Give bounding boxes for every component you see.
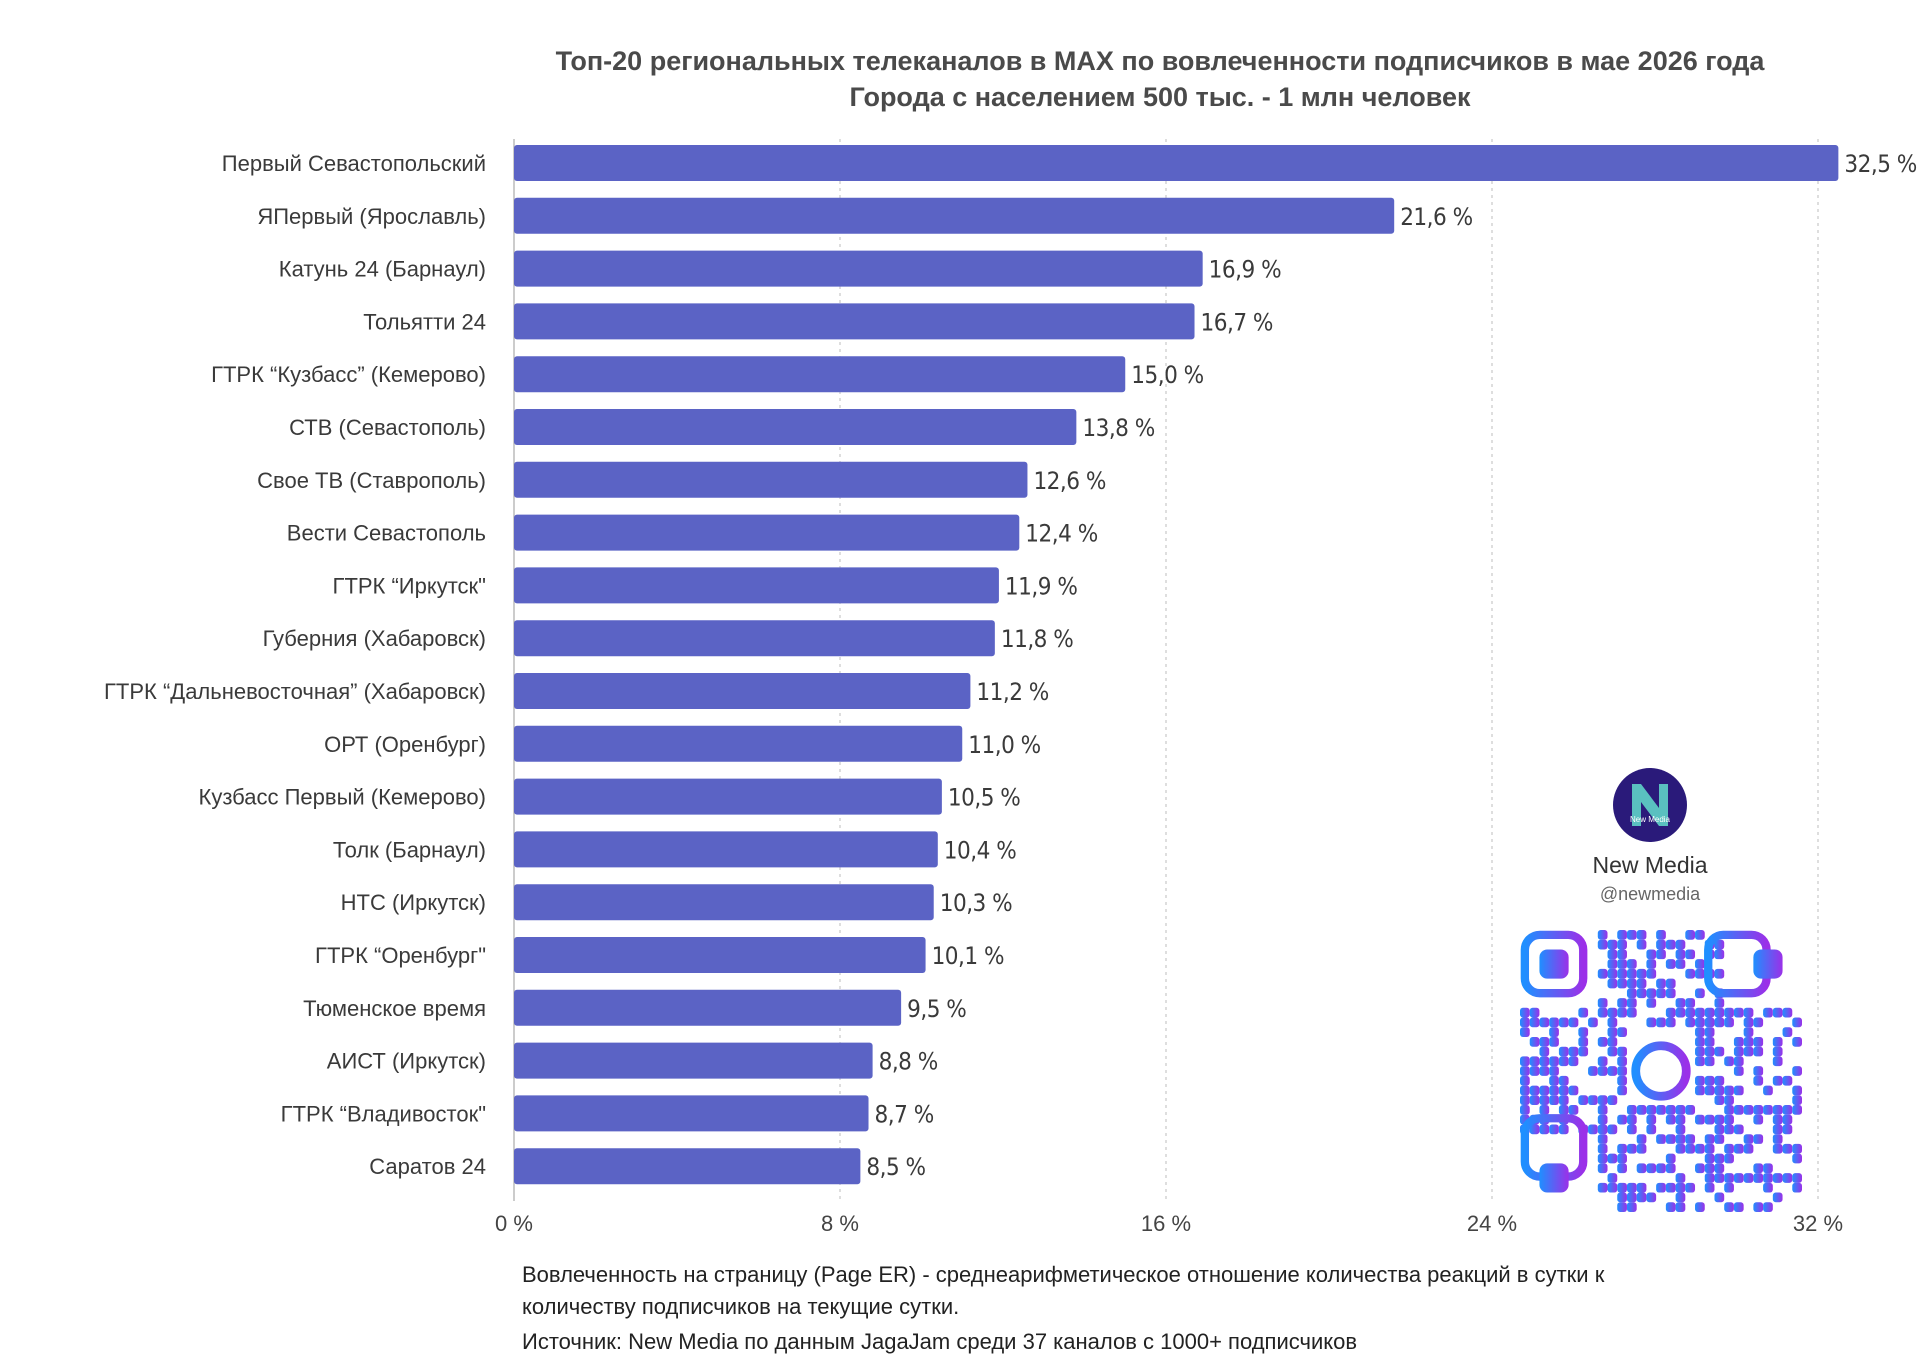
category-label: Саратов 24 xyxy=(369,1154,486,1179)
bar xyxy=(514,778,942,815)
data-label: 12,4 % xyxy=(1025,520,1097,548)
data-label: 21,6 % xyxy=(1400,203,1472,231)
category-label: Губерния (Хабаровск) xyxy=(263,626,486,651)
data-label: 15,0 % xyxy=(1131,361,1203,389)
category-label: СТВ (Севастополь) xyxy=(289,415,486,440)
category-label: ГТРК “Кузбасс” (Кемерово) xyxy=(211,362,486,387)
chart-title: Топ-20 региональных телеканалов в MAX по… xyxy=(555,46,1765,76)
bar xyxy=(514,1095,869,1132)
bar xyxy=(514,250,1203,287)
qr-code-icon xyxy=(1520,930,1802,1212)
data-label: 10,4 % xyxy=(944,836,1016,864)
x-tick-label: 0 % xyxy=(495,1211,533,1236)
data-label: 10,1 % xyxy=(932,942,1004,970)
data-label: 32,5 % xyxy=(1844,150,1916,178)
bar xyxy=(514,937,926,973)
bar xyxy=(514,1042,873,1079)
bar xyxy=(514,831,938,868)
data-label: 13,8 % xyxy=(1082,414,1154,442)
bar xyxy=(514,409,1077,445)
bar xyxy=(514,303,1195,340)
new-media-logo-icon: New Media xyxy=(1613,768,1687,842)
category-label: АИСТ (Иркутск) xyxy=(327,1049,486,1074)
category-label: НТС (Иркутск) xyxy=(341,890,486,915)
category-label: Катунь 24 (Барнаул) xyxy=(279,257,486,282)
data-label: 8,7 % xyxy=(875,1100,934,1128)
category-label: Тюменское время xyxy=(303,996,486,1021)
bar xyxy=(514,356,1126,393)
footnote-definition-line2: количеству подписчиков на текущие сутки. xyxy=(522,1294,960,1319)
bar xyxy=(514,197,1395,234)
data-label: 10,5 % xyxy=(948,784,1020,812)
category-label: Первый Севастопольский xyxy=(222,151,486,176)
x-tick-label: 32 % xyxy=(1793,1211,1843,1236)
category-label: Кузбасс Первый (Кемерово) xyxy=(199,785,487,810)
category-label: Толк (Барнаул) xyxy=(333,837,486,862)
category-label: ГТРК “Иркутск" xyxy=(333,573,486,598)
bar xyxy=(514,514,1020,551)
brand-handle: @newmedia xyxy=(1599,884,1701,904)
category-label: ЯПервый (Ярославль) xyxy=(257,204,486,229)
bar-chart: 0 % 8 % 16 % 24 % 32 % Первый Севастопольский… xyxy=(104,139,1917,1236)
data-label: 11,8 % xyxy=(1001,625,1073,653)
bar xyxy=(514,989,902,1026)
category-label: ОРТ (Оренбург) xyxy=(324,732,486,757)
data-label: 11,9 % xyxy=(1005,572,1077,600)
category-label: Тольятти 24 xyxy=(363,309,486,334)
data-label: 11,0 % xyxy=(968,731,1040,759)
svg-text:New Media: New Media xyxy=(1630,815,1671,824)
data-label: 11,2 % xyxy=(976,678,1048,706)
bar xyxy=(514,620,995,657)
bar xyxy=(514,673,971,709)
data-label: 8,5 % xyxy=(866,1153,925,1181)
data-label: 8,8 % xyxy=(879,1048,938,1076)
chart-subtitle: Города с населением 500 тыс. - 1 млн чел… xyxy=(849,82,1471,112)
category-label: Свое ТВ (Ставрополь) xyxy=(257,468,486,493)
data-label: 16,7 % xyxy=(1201,308,1273,336)
bar xyxy=(514,145,1839,181)
category-label: Вести Севастополь xyxy=(287,521,486,546)
bar xyxy=(514,461,1028,498)
data-label: 9,5 % xyxy=(907,995,966,1023)
bar xyxy=(514,1148,861,1185)
x-tick-label: 16 % xyxy=(1141,1211,1191,1236)
category-label: ГТРК “Дальневосточная” (Хабаровск) xyxy=(104,679,486,704)
bar xyxy=(514,567,999,604)
category-label: ГТРК “Оренбург" xyxy=(315,943,486,968)
footnote-source: Источник: New Media по данным JagaJam ср… xyxy=(522,1329,1358,1354)
footnote-definition-line1: Вовлеченность на страницу (Page ER) - ср… xyxy=(522,1262,1605,1287)
x-tick-label: 24 % xyxy=(1467,1211,1517,1236)
data-label: 10,3 % xyxy=(940,889,1012,917)
category-label: ГТРК “Владивосток" xyxy=(281,1101,486,1126)
data-label: 12,6 % xyxy=(1033,467,1105,495)
data-label: 16,9 % xyxy=(1209,256,1281,284)
bar xyxy=(514,884,934,921)
x-tick-label: 8 % xyxy=(821,1211,859,1236)
brand-name: New Media xyxy=(1592,852,1708,878)
bar xyxy=(514,725,963,762)
